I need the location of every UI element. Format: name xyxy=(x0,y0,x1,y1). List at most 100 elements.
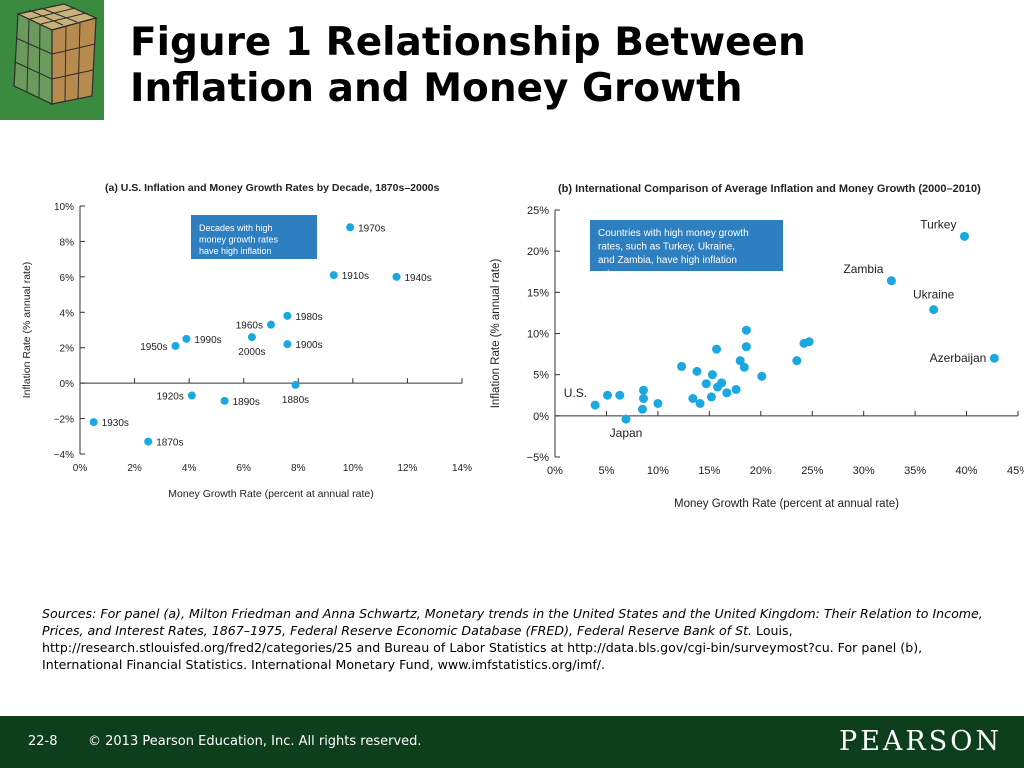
panel-b-point xyxy=(712,344,722,354)
panel-a-point-label: 1910s xyxy=(342,271,369,282)
panel-b-point-label: Azerbaijan xyxy=(930,351,987,365)
sources-rest: Louis, http://research.stlouisfed.org/fr… xyxy=(42,623,923,672)
cube-icon xyxy=(0,0,104,120)
panel-a-y-tick-label: 4% xyxy=(60,308,75,319)
panel-b-point-label: Zambia xyxy=(843,262,883,276)
panel-b-y-tick-label: 5% xyxy=(533,370,549,382)
panel-b-point-label: U.S. xyxy=(564,386,587,400)
panel-b-x-tick-label: 25% xyxy=(801,465,823,477)
panel-b-point xyxy=(615,390,625,400)
panel-a-x-tick-label: 14% xyxy=(452,463,472,474)
panel-b-point-label: Turkey xyxy=(920,217,956,231)
panel-a-y-tick-label: 0% xyxy=(60,379,75,390)
panel-b-point xyxy=(707,370,717,380)
panel-a-x-tick-label: 10% xyxy=(343,463,363,474)
panel-b-point xyxy=(653,398,663,408)
panel-b-y-tick-label: 20% xyxy=(527,246,549,258)
panel-b-point xyxy=(741,325,751,335)
panel-b-point xyxy=(688,394,698,404)
slide-title-line-1: Figure 1 Relationship Between xyxy=(130,20,806,65)
panel-a-point-label: 1980s xyxy=(295,312,322,323)
panel-b-point xyxy=(621,414,631,424)
panel-a-point-label: 1890s xyxy=(233,397,260,408)
panel-b-point xyxy=(792,356,802,366)
panel-a-point-label: 1870s xyxy=(156,438,183,449)
publisher-logo: PEARSON xyxy=(839,726,1002,757)
panel-a-point xyxy=(329,271,338,280)
panel-b-point xyxy=(735,356,745,366)
panel-b-point xyxy=(692,366,702,376)
panel-b-point xyxy=(804,337,814,347)
panel-b-point xyxy=(989,353,999,363)
panel-a-y-tick-label: −4% xyxy=(54,450,74,461)
panel-b-x-tick-label: 45% xyxy=(1007,465,1024,477)
panel-a-point xyxy=(346,223,355,232)
panel-a-x-tick-label: 2% xyxy=(127,463,142,474)
panel-a-point xyxy=(291,380,300,389)
panel-a-x-tick-label: 12% xyxy=(397,463,417,474)
panel-a-y-tick-label: 6% xyxy=(60,273,75,284)
panel-b-point xyxy=(677,361,687,371)
panel-b-point xyxy=(731,384,741,394)
panel-a-point xyxy=(247,333,256,342)
panel-a-point xyxy=(187,391,196,400)
slide-title: Figure 1 Relationship Between Inflation … xyxy=(130,20,1000,112)
panel-a-point-label: 1880s xyxy=(282,395,309,406)
panel-b-point xyxy=(717,378,727,388)
panel-a-point-label: 1930s xyxy=(102,418,129,429)
panel-a-point xyxy=(182,334,191,343)
panel-b-title: (b) International Comparison of Average … xyxy=(558,183,981,195)
panel-a-point xyxy=(283,340,292,349)
copyright-notice: © 2013 Pearson Education, Inc. All right… xyxy=(88,734,422,749)
panel-b-point xyxy=(741,342,751,352)
sources-note: Sources: For panel (a), Milton Friedman … xyxy=(42,605,992,673)
panel-a-y-tick-label: 2% xyxy=(60,344,75,355)
panel-b-x-tick-label: 40% xyxy=(956,465,978,477)
panel-b-point-label: Ukraine xyxy=(913,288,955,302)
panel-b-point xyxy=(637,404,647,414)
panel-b-x-tick-label: 20% xyxy=(750,465,772,477)
panel-a-callout-text: Decades with high money growth rates have … xyxy=(199,223,279,268)
panel-a-x-tick-label: 6% xyxy=(236,463,251,474)
panel-b-y-tick-label: 10% xyxy=(527,329,549,341)
cube-logo xyxy=(0,0,104,120)
panel-a-point xyxy=(283,311,292,320)
panel-b-point xyxy=(722,388,732,398)
panel-b-point xyxy=(706,392,716,402)
panel-a-point-label: 1920s xyxy=(157,392,184,403)
panel-a-point xyxy=(267,320,275,329)
sources-italic: Sources: For panel (a), Milton Friedman … xyxy=(42,606,983,638)
panel-a-point-label: 1940s xyxy=(405,273,432,284)
panel-a-x-axis-label: Money Growth Rate (percent at annual rat… xyxy=(168,488,373,500)
panel-a-point xyxy=(89,418,98,427)
panel-b-point xyxy=(959,231,969,241)
panel-b-point xyxy=(757,371,767,381)
panel-b-point-label: Japan xyxy=(610,426,643,440)
panel-b-x-axis-label: Money Growth Rate (percent at annual rat… xyxy=(674,498,899,510)
panel-b-x-tick-label: 30% xyxy=(853,465,875,477)
panel-b-point xyxy=(590,400,600,410)
slide-title-line-2: Inflation and Money Growth xyxy=(130,66,743,111)
panel-a-point-label: 1960s xyxy=(236,321,263,332)
panel-b-x-tick-label: 15% xyxy=(698,465,720,477)
panel-b-y-axis-label: Inflation Rate (% annual rate) xyxy=(490,259,502,409)
panel-b-point xyxy=(602,390,612,400)
panel-a-x-tick-label: 8% xyxy=(291,463,306,474)
panel-b-point xyxy=(695,398,705,408)
slide-number: 22-8 xyxy=(28,734,58,749)
panel-a-point xyxy=(220,396,229,405)
panel-a-y-tick-label: 10% xyxy=(54,202,74,213)
panel-a-point xyxy=(392,272,401,281)
panel-b-y-tick-label: 15% xyxy=(527,287,549,299)
panel-b-point xyxy=(886,276,896,286)
panel-a-point-label: 1900s xyxy=(295,340,322,351)
panel-a-x-tick-label: 0% xyxy=(73,463,88,474)
panel-a-point-label: 2000s xyxy=(238,347,265,358)
panel-b-point xyxy=(638,385,648,395)
panel-a-y-axis-label: Inflation Rate (% annual rate) xyxy=(21,262,33,399)
panel-b-point xyxy=(929,305,939,315)
panel-b-x-tick-label: 10% xyxy=(647,465,669,477)
panel-b-x-tick-label: 5% xyxy=(598,465,614,477)
